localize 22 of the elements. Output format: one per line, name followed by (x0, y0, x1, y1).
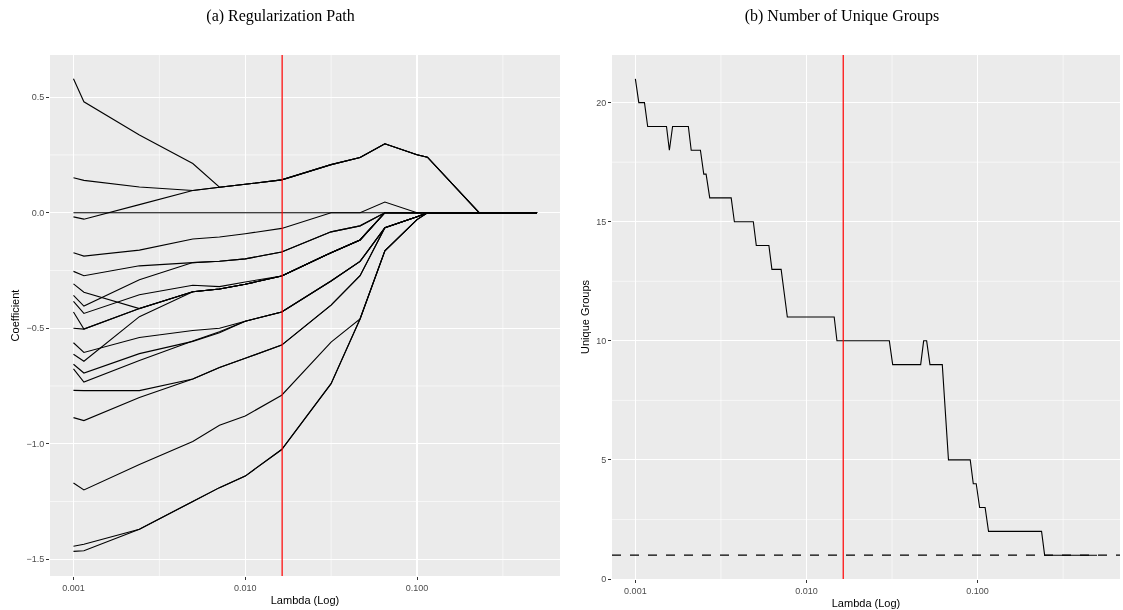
x-tick-label: 0.001 (62, 582, 85, 593)
y-tick-label: −1.0 (26, 438, 45, 449)
y-tick-label: 5 (601, 455, 607, 466)
x-tick-label: 0.010 (233, 582, 257, 593)
x-tick-label: 0.100 (966, 585, 989, 596)
x-tick-label: 0.100 (405, 582, 429, 593)
y-tick-label: 0 (601, 574, 607, 585)
y-tick-label: −0.5 (26, 323, 45, 334)
y-axis-title: Coefficient (9, 289, 22, 342)
y-tick-label: −1.5 (26, 554, 45, 565)
y-tick-label: 0.5 (31, 92, 45, 103)
x-axis-title: Lambda (Log) (270, 594, 340, 606)
chart-title: (a) Regularization Path (206, 6, 355, 25)
x-tick-label: 0.001 (624, 585, 647, 596)
y-tick-label: 0.0 (31, 207, 45, 218)
y-tick-label: 20 (596, 97, 607, 108)
y-axis-title: Unique Groups (578, 279, 591, 354)
y-tick-label: 10 (596, 335, 607, 346)
x-tick-label: 0.010 (795, 585, 818, 596)
y-tick-label: 15 (596, 216, 607, 227)
chart-title: (b) Number of Unique Groups (744, 6, 940, 25)
x-axis-title: Lambda (Log) (831, 597, 901, 609)
